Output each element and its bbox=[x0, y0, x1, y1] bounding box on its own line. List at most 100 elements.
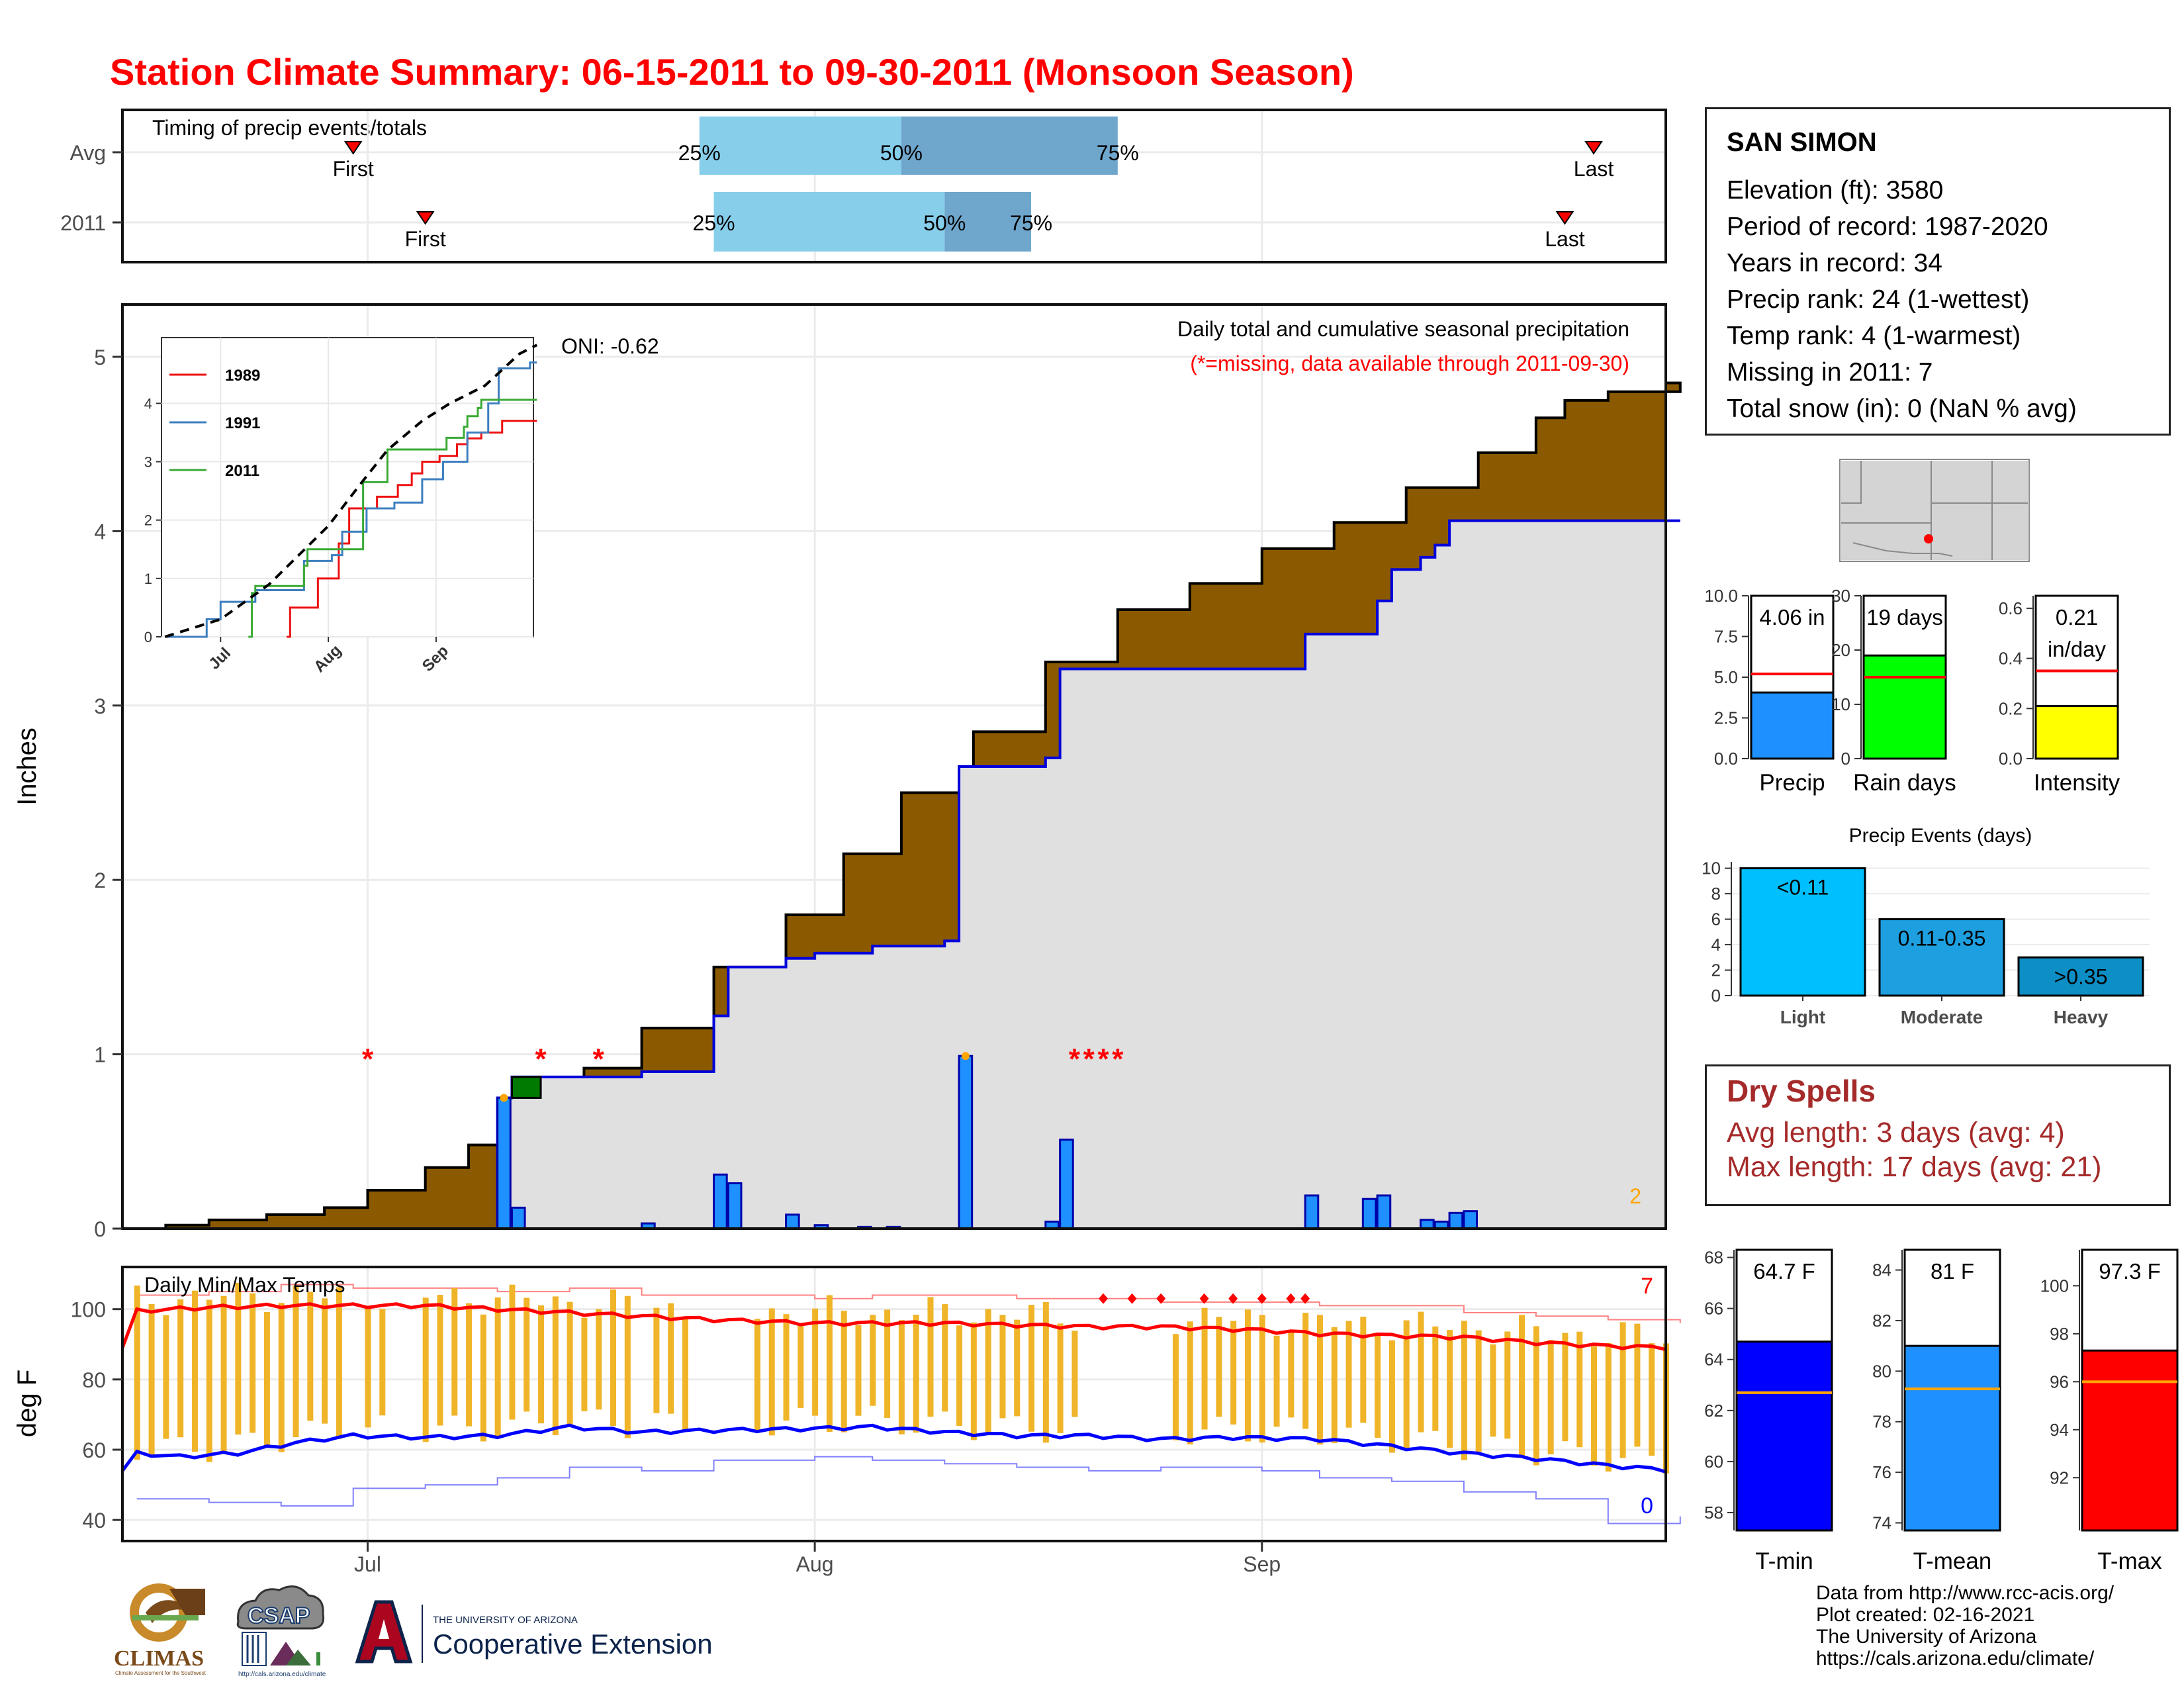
inset-y-tick-label: 1 bbox=[144, 571, 152, 587]
summary-value-label-T-mean: 81 F bbox=[1931, 1259, 1974, 1284]
record-high-marker bbox=[1257, 1293, 1267, 1304]
daily-precip-bar bbox=[1463, 1210, 1478, 1230]
inset-series-1991 bbox=[165, 361, 537, 638]
daily-temp-bar bbox=[134, 1286, 140, 1460]
daily-temp-bar bbox=[1619, 1322, 1626, 1458]
daily-temp-bar bbox=[1591, 1346, 1598, 1466]
season-cumulative-area bbox=[122, 520, 1680, 1229]
precip-y-tick-label: 3 bbox=[94, 694, 106, 718]
timing-panel: Timing of precip events/totals 25% 50% 75%… bbox=[60, 109, 1667, 263]
daily-temp-bar bbox=[913, 1315, 919, 1433]
tmin-average-line bbox=[120, 1423, 1666, 1474]
events-y-tick-label: 0 bbox=[1711, 986, 1721, 1006]
dry-spells-box: Dry Spells Avg length: 3 days (avg: 4) M… bbox=[1705, 1064, 2171, 1206]
daily-precip-bar bbox=[1376, 1194, 1392, 1230]
daily-temp-bar bbox=[509, 1284, 516, 1420]
timing-last-marker bbox=[1555, 211, 1574, 225]
temp-frame bbox=[121, 1266, 1667, 1542]
daily-temp-bar bbox=[523, 1297, 530, 1412]
timing-last-marker bbox=[1584, 141, 1603, 155]
credit-url: https://cals.arizona.edu/climate/ bbox=[1816, 1648, 2095, 1669]
temp-x-tick-label: Jul bbox=[354, 1552, 381, 1576]
daily-temp-bar bbox=[870, 1315, 876, 1406]
daily-temp-bar bbox=[596, 1309, 602, 1410]
climas-subtitle: Climate Assessment for the Southwest bbox=[115, 1670, 206, 1676]
timing-row-label: Avg bbox=[69, 141, 106, 165]
precip-title: Daily total and cumulative seasonal prec… bbox=[1177, 317, 1629, 341]
credit-university: The University of Arizona bbox=[1816, 1626, 2037, 1648]
daily-temp-bar bbox=[1403, 1320, 1410, 1448]
daily-temp-bar bbox=[783, 1314, 790, 1421]
daily-temp-bar bbox=[466, 1303, 473, 1427]
daily-temp-bar bbox=[754, 1319, 760, 1431]
precip-y-tick-label: 0 bbox=[94, 1217, 106, 1241]
events-y-tick-label: 6 bbox=[1711, 910, 1721, 929]
temp-y-tick-label: 80 bbox=[82, 1368, 106, 1392]
summary-y-tick-label: 0.0 bbox=[1999, 749, 2023, 769]
summary-bar-label-T-mean: T-mean bbox=[1913, 1548, 1992, 1574]
temp-panel: Daily Min/Max Temps 7 0 deg F 40 60 80 100 J… bbox=[13, 1266, 1681, 1576]
precip-y-tick-label: 1 bbox=[94, 1043, 106, 1067]
inset-y-tick-label: 4 bbox=[144, 395, 152, 412]
timing-p75-label: 75% bbox=[1097, 141, 1139, 165]
daily-temp-bar bbox=[538, 1305, 545, 1424]
daily-temp-bar bbox=[1014, 1319, 1021, 1417]
daily-precip-bar bbox=[510, 1206, 526, 1230]
temp-x-tick-label: Aug bbox=[796, 1552, 834, 1576]
daily-temp-bar bbox=[365, 1307, 371, 1428]
summary-bar-T-mean bbox=[1903, 1344, 2001, 1532]
record-high-marker bbox=[1127, 1293, 1137, 1304]
daily-temp-bar bbox=[898, 1320, 905, 1434]
summary-y-tick-label: 98 bbox=[2050, 1324, 2069, 1344]
station-missing: Missing in 2011: 7 bbox=[1727, 358, 1933, 387]
station-info-box: SAN SIMON Elevation (ft): 3580 Period of… bbox=[1705, 107, 2171, 436]
daily-temp-bar bbox=[855, 1325, 862, 1416]
events-y-tick-label: 2 bbox=[1711, 961, 1721, 980]
events-y-tick-label: 10 bbox=[1702, 859, 1721, 878]
daily-temp-bar bbox=[235, 1282, 242, 1435]
summary-y-tick-label: 7.5 bbox=[1714, 627, 1738, 647]
daily-temp-bar bbox=[1172, 1334, 1179, 1440]
daily-temp-bar bbox=[148, 1303, 155, 1455]
timing-bar-25-50 bbox=[699, 117, 901, 175]
daily-temp-bar bbox=[422, 1297, 429, 1442]
daily-precip-bar bbox=[785, 1213, 800, 1230]
daily-temp-bar bbox=[624, 1295, 631, 1438]
timing-first-label: First bbox=[333, 157, 374, 181]
daily-temp-bar bbox=[1187, 1321, 1193, 1445]
record-high-marker bbox=[1099, 1293, 1109, 1304]
summary-y-tick-label: 100 bbox=[2040, 1276, 2069, 1295]
record-high-marker bbox=[1228, 1293, 1238, 1304]
daily-temp-bar bbox=[1244, 1309, 1251, 1442]
summary-value-label-Rain days: 19 days bbox=[1866, 605, 1943, 630]
inset-legend-label: 1991 bbox=[225, 414, 260, 432]
summary-bar-label-Intensity: Intensity bbox=[2034, 770, 2120, 796]
logos: CLIMAS Climate Assessment for the Southw… bbox=[114, 1583, 713, 1678]
credit-plot-date: Plot created: 02-16-2021 bbox=[1816, 1604, 2035, 1626]
daily-precip-bar bbox=[1448, 1211, 1464, 1230]
summary-y-tick-label: 0.6 bbox=[1999, 598, 2023, 618]
daily-temp-bar bbox=[1504, 1331, 1511, 1439]
daily-temp-bar bbox=[1533, 1326, 1539, 1466]
daily-temp-bar bbox=[322, 1298, 328, 1424]
daily-temp-bar bbox=[1605, 1342, 1612, 1472]
missing-day-marker: * bbox=[593, 1043, 605, 1076]
daily-temp-bar bbox=[1302, 1313, 1309, 1429]
daily-temp-bar bbox=[1331, 1327, 1338, 1444]
summary-y-tick-label: 0.4 bbox=[1999, 649, 2023, 669]
summary-bar-label-T-min: T-min bbox=[1755, 1548, 1813, 1574]
events-bar-label: 0.11-0.35 bbox=[1898, 927, 1986, 951]
summary-y-tick-label: 60 bbox=[1704, 1452, 1723, 1472]
inset-legend-label: 1989 bbox=[225, 367, 260, 385]
daily-temp-bar bbox=[379, 1309, 386, 1416]
summary-y-tick-label: 10 bbox=[1831, 694, 1850, 714]
daily-temp-bar bbox=[1042, 1301, 1049, 1443]
daily-temp-bar bbox=[682, 1317, 688, 1430]
daily-temp-bar bbox=[1519, 1315, 1525, 1457]
daily-temp-bar bbox=[956, 1325, 963, 1426]
daily-temp-bar bbox=[336, 1287, 342, 1439]
summary-bar-label-Rain days: Rain days bbox=[1853, 770, 1956, 796]
figure-title: Station Climate Summary: 06-15-2011 to 0… bbox=[110, 51, 1354, 93]
